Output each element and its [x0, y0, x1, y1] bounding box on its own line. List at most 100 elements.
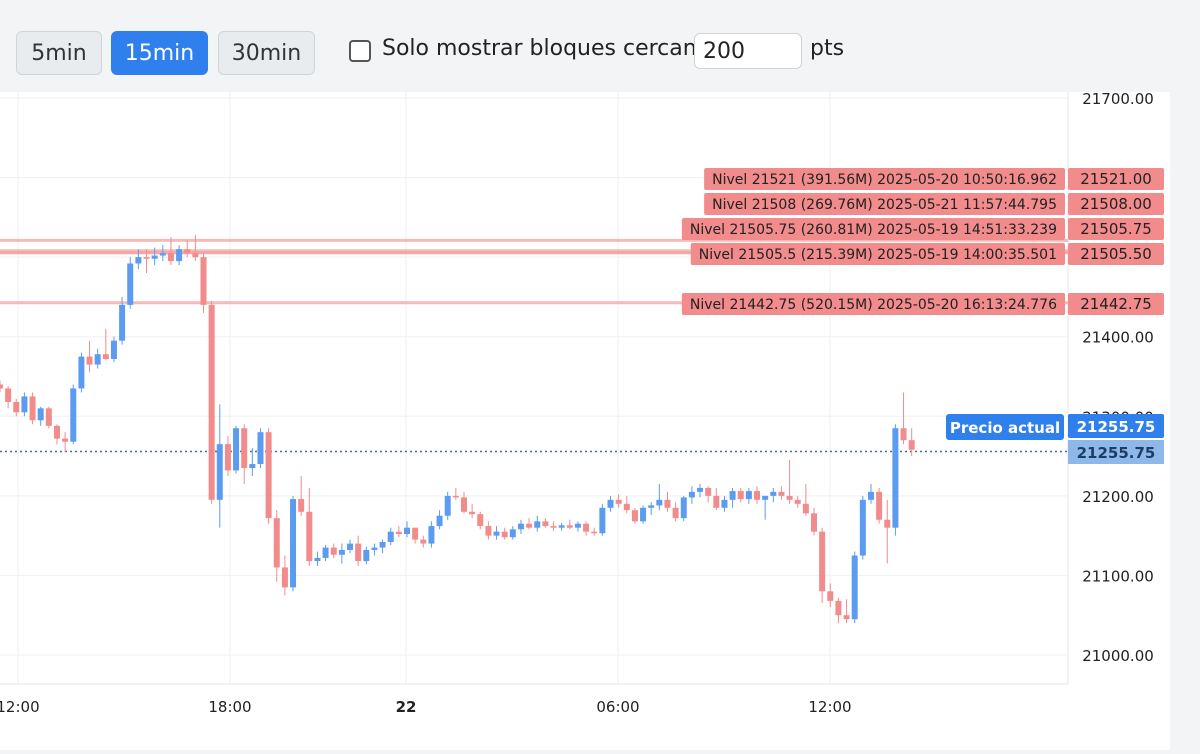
level-label: Nivel 21442.75 (520.15M) 2025-05-20 16:1…	[690, 297, 1057, 313]
candle-bull	[347, 543, 354, 550]
level-label: Nivel 21505.5 (215.39M) 2025-05-19 14:00…	[699, 247, 1057, 263]
candle-bull	[892, 428, 899, 528]
distance-input[interactable]	[694, 33, 802, 69]
candle-bull	[119, 304, 126, 341]
candle-bull	[216, 444, 223, 500]
candle-bull	[110, 340, 117, 359]
price-tags: 21521.00 21508.00 21505.75 21505.50 21442.75…	[946, 168, 1164, 464]
candle-bull	[607, 499, 614, 508]
candle-bull	[428, 526, 435, 544]
candle-bull	[517, 523, 524, 530]
candle-bull	[94, 354, 101, 365]
candle-bear	[86, 356, 93, 365]
level-label-bg	[681, 293, 1066, 315]
candle-bull	[509, 529, 516, 538]
candle-bear	[672, 507, 679, 519]
candle-bear	[298, 499, 305, 512]
candle-bull	[257, 432, 264, 465]
candle-bull	[127, 263, 134, 305]
current-price-tag-secondary	[1068, 440, 1164, 464]
candle-bear	[45, 408, 52, 426]
order-block-levels: Nivel 21521 (391.56M) 2025-05-20 10:50:1…	[0, 168, 1068, 453]
level-label-bg	[704, 193, 1065, 215]
candle-bear	[884, 519, 891, 528]
candle-bear	[53, 425, 60, 439]
level-price-tag-label: 21508.00	[1080, 195, 1152, 213]
candle-bull	[371, 547, 378, 550]
candle-bull	[493, 531, 500, 536]
candle-bull	[322, 547, 329, 558]
candle-bull	[688, 491, 695, 498]
level-price-tag	[1068, 243, 1164, 265]
level-price-tag-label: 21505.75	[1080, 220, 1152, 238]
candle-bear	[469, 511, 476, 515]
level-label: Nivel 21508 (269.76M) 2025-05-21 11:57:4…	[712, 197, 1057, 213]
candle-bull	[534, 521, 541, 528]
time-tick-label: 18:00	[208, 698, 251, 716]
candle-bull	[574, 523, 581, 528]
candle-bear	[876, 491, 883, 520]
candle-bull	[640, 507, 647, 522]
candle-bear	[843, 615, 850, 620]
nearby-blocks-checkbox[interactable]	[349, 40, 371, 62]
candle-bear	[705, 487, 712, 496]
current-price-tag-label: 21255.75	[1077, 418, 1156, 436]
level-price-tag-label: 21442.75	[1080, 295, 1152, 313]
candle-bear	[395, 531, 402, 535]
candle-bear	[241, 428, 248, 469]
price-tick-label: 21100.00	[1082, 567, 1154, 585]
time-tick-label: 12:00	[808, 698, 851, 716]
candle-bear	[13, 401, 20, 413]
candle-bull	[176, 249, 183, 262]
candle-bear	[62, 438, 69, 442]
candle-bull	[135, 257, 142, 264]
distance-unit-label: pts	[810, 36, 845, 61]
candle-bull	[314, 557, 321, 562]
candle-bull	[680, 497, 687, 519]
price-tick-label: 21000.00	[1082, 647, 1154, 665]
candle-bull	[159, 253, 166, 256]
candle-bear	[566, 525, 573, 528]
level-price-tag-label: 21505.50	[1080, 245, 1152, 263]
candle-bear	[224, 444, 231, 471]
candle-bear	[623, 503, 630, 511]
level-price-tag	[1068, 168, 1164, 190]
price-tick-label: 21200.00	[1082, 488, 1154, 506]
candle-bear	[737, 491, 744, 500]
interval-5min-button[interactable]: 5min	[16, 31, 102, 75]
candle-bear	[786, 495, 793, 500]
chart-area[interactable]: Nivel 21521 (391.56M) 2025-05-20 10:50:1…	[0, 90, 1170, 750]
candle-bear	[819, 531, 826, 592]
candles	[0, 234, 915, 624]
candle-bull	[151, 255, 158, 259]
candle-bear	[420, 539, 427, 544]
candle-bull	[249, 464, 256, 469]
candle-bear	[355, 543, 362, 562]
time-tick-label: 12:00	[0, 698, 40, 716]
candle-bull	[859, 499, 866, 556]
candle-bull	[436, 515, 443, 527]
current-price-label-bg	[946, 414, 1064, 440]
candle-bear	[778, 491, 785, 496]
candle-bear	[591, 531, 598, 534]
candle-bull	[37, 408, 44, 421]
candle-bear	[754, 491, 761, 500]
candlestick-chart[interactable]: Nivel 21521 (391.56M) 2025-05-20 10:50:1…	[0, 90, 1170, 750]
candle-bear	[477, 514, 484, 527]
candle-bear	[542, 521, 549, 527]
right-gutter	[1170, 92, 1200, 750]
candle-bull	[729, 491, 736, 500]
nearby-blocks-label[interactable]: Solo mostrar bloques cercanos	[382, 36, 722, 61]
plot-background	[0, 92, 1068, 684]
candle-bear	[167, 253, 174, 262]
interval-30min-button[interactable]: 30min	[218, 31, 315, 75]
candle-bear	[827, 591, 834, 601]
interval-15min-button[interactable]: 15min	[111, 31, 208, 75]
time-axis: 12:00 18:00 22 06:00 12:00	[0, 698, 852, 716]
candle-bear	[265, 432, 272, 519]
candle-bull	[697, 487, 704, 492]
level-price-tag	[1068, 193, 1164, 215]
candle-bull	[78, 356, 85, 389]
candle-bear	[208, 304, 215, 500]
time-tick-label: 06:00	[596, 698, 639, 716]
